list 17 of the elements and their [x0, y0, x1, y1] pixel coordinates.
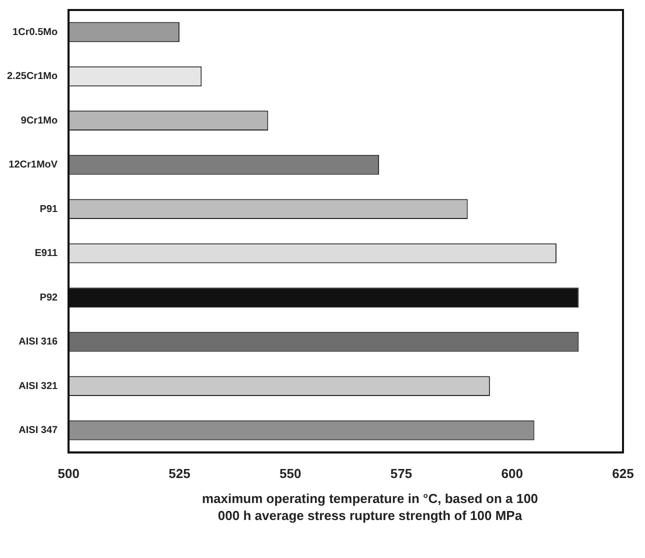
y-tick-label: E911	[34, 248, 58, 260]
y-tick-label: P91	[40, 204, 58, 215]
y-tick-label: P92	[40, 292, 58, 304]
x-axis-title: maximum operating temperature in °C, based on a 100 000 h average stress rupture strength of 100 MPa	[200, 490, 540, 524]
y-tick-label: 12Cr1MoV	[8, 160, 58, 171]
x-tick-label: 625	[612, 466, 634, 481]
x-tick-label: 600	[501, 466, 523, 481]
x-tick-label: 525	[168, 466, 190, 481]
y-tick-label: 2.25Cr1Mo	[7, 71, 58, 82]
y-tick-label: AISI 321	[18, 380, 58, 392]
y-tick-label: 9Cr1Mo	[20, 115, 58, 126]
x-tick-label: 575	[390, 466, 412, 481]
y-tick-label: AISI 347	[18, 425, 58, 436]
x-tick-label: 500	[58, 466, 80, 481]
y-tick-label: 1Cr0.5Mo	[12, 26, 58, 38]
x-tick-label: 550	[279, 466, 302, 481]
y-tick-label: AISI 316	[18, 336, 58, 348]
